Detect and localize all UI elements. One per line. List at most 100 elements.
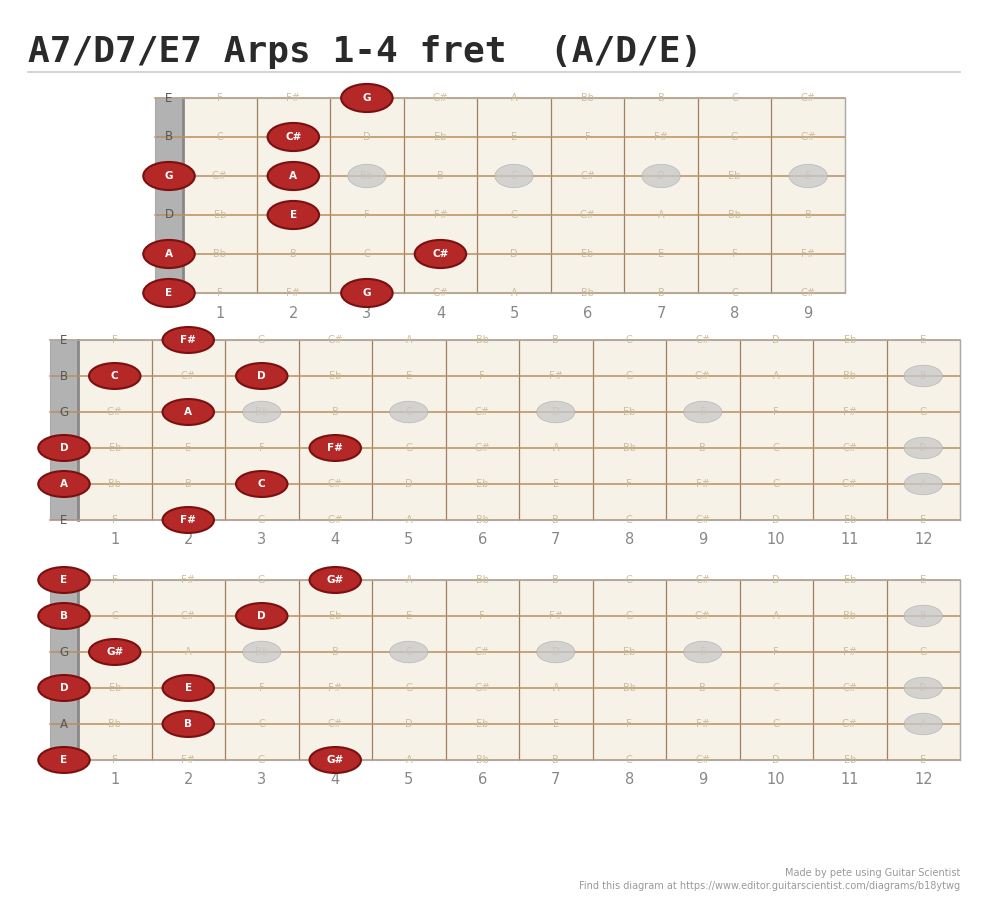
Text: C#: C# bbox=[841, 443, 856, 453]
Text: G: G bbox=[59, 405, 68, 418]
Text: G: G bbox=[362, 93, 371, 103]
Text: G: G bbox=[919, 407, 926, 417]
Text: G: G bbox=[363, 288, 371, 298]
Text: C: C bbox=[772, 683, 779, 693]
Text: C: C bbox=[772, 443, 779, 453]
Text: Made by pete using Guitar Scientist: Made by pete using Guitar Scientist bbox=[784, 868, 959, 878]
Text: Find this diagram at https://www.editor.guitarscientist.com/diagrams/b18ytwg: Find this diagram at https://www.editor.… bbox=[578, 881, 959, 891]
Ellipse shape bbox=[89, 639, 140, 665]
Text: B: B bbox=[657, 93, 664, 103]
Ellipse shape bbox=[641, 164, 679, 188]
Text: C#: C# bbox=[694, 335, 710, 345]
Text: Eb: Eb bbox=[434, 132, 447, 142]
Text: C: C bbox=[731, 93, 738, 103]
Text: E: E bbox=[60, 513, 68, 526]
Text: D: D bbox=[404, 479, 412, 489]
Text: G#: G# bbox=[327, 335, 343, 345]
Text: Eb: Eb bbox=[843, 575, 855, 585]
Text: Bb: Bb bbox=[255, 407, 268, 417]
Text: A: A bbox=[772, 611, 779, 621]
Text: A: A bbox=[919, 719, 926, 729]
Text: G#: G# bbox=[474, 443, 490, 453]
Text: G: G bbox=[772, 719, 779, 729]
Text: 10: 10 bbox=[766, 773, 785, 787]
Text: D: D bbox=[657, 171, 665, 181]
Text: Eb: Eb bbox=[843, 755, 855, 765]
Text: A: A bbox=[184, 407, 191, 417]
Text: G: G bbox=[363, 93, 371, 103]
Text: G: G bbox=[257, 575, 265, 585]
Text: A7/D7/E7 Arps 1-4 fret  (A/D/E): A7/D7/E7 Arps 1-4 fret (A/D/E) bbox=[28, 35, 701, 69]
Text: C#: C# bbox=[800, 93, 814, 103]
Text: F: F bbox=[111, 335, 117, 345]
Text: 11: 11 bbox=[840, 773, 858, 787]
Text: A: A bbox=[772, 371, 779, 381]
Text: G: G bbox=[59, 646, 68, 658]
Text: 12: 12 bbox=[913, 532, 932, 548]
Text: 1: 1 bbox=[215, 306, 224, 320]
Text: 4: 4 bbox=[330, 773, 339, 787]
Text: C: C bbox=[216, 132, 223, 142]
Text: E: E bbox=[60, 334, 68, 346]
Text: E: E bbox=[658, 249, 664, 259]
Text: G: G bbox=[165, 171, 174, 181]
Text: B: B bbox=[60, 610, 68, 622]
Text: F: F bbox=[479, 371, 484, 381]
Ellipse shape bbox=[163, 711, 214, 737]
Text: 7: 7 bbox=[656, 306, 666, 320]
Text: C#: C# bbox=[285, 132, 301, 142]
Text: 3: 3 bbox=[257, 532, 266, 548]
Text: Eb: Eb bbox=[581, 249, 594, 259]
Text: 9: 9 bbox=[697, 773, 707, 787]
Text: 3: 3 bbox=[257, 773, 266, 787]
Text: G: G bbox=[404, 683, 412, 693]
Text: Bb: Bb bbox=[581, 288, 594, 298]
Text: D: D bbox=[257, 371, 265, 381]
Text: 1: 1 bbox=[110, 773, 119, 787]
Text: C: C bbox=[111, 371, 118, 381]
Text: C: C bbox=[510, 171, 517, 181]
Text: B: B bbox=[552, 755, 558, 765]
Text: C#: C# bbox=[433, 249, 448, 259]
Ellipse shape bbox=[236, 363, 287, 389]
Ellipse shape bbox=[267, 201, 318, 229]
Text: F#: F# bbox=[328, 443, 342, 453]
Text: F: F bbox=[364, 210, 370, 220]
Text: G#: G# bbox=[800, 132, 815, 142]
Text: E: E bbox=[165, 287, 173, 299]
Text: E: E bbox=[290, 210, 297, 220]
Text: G#: G# bbox=[841, 479, 857, 489]
Text: A: A bbox=[289, 171, 297, 181]
Ellipse shape bbox=[38, 567, 90, 593]
Ellipse shape bbox=[903, 605, 942, 627]
Text: Eb: Eb bbox=[328, 611, 341, 621]
Text: F#: F# bbox=[286, 93, 300, 103]
Text: E: E bbox=[919, 575, 926, 585]
Text: D: D bbox=[59, 681, 68, 695]
Text: C#: C# bbox=[327, 719, 342, 729]
Bar bbox=[50, 340, 78, 520]
Text: A: A bbox=[919, 479, 926, 489]
Text: F#: F# bbox=[181, 515, 195, 525]
Ellipse shape bbox=[243, 401, 281, 423]
Bar bbox=[50, 580, 959, 760]
Text: B: B bbox=[60, 611, 68, 621]
Text: 6: 6 bbox=[477, 532, 486, 548]
Text: B: B bbox=[290, 249, 297, 259]
Text: C: C bbox=[363, 249, 370, 259]
Text: D: D bbox=[59, 683, 68, 693]
Text: G#: G# bbox=[432, 288, 448, 298]
Ellipse shape bbox=[903, 437, 942, 459]
Text: F: F bbox=[258, 443, 264, 453]
Ellipse shape bbox=[163, 399, 214, 425]
Text: 2: 2 bbox=[288, 306, 298, 320]
Ellipse shape bbox=[494, 164, 532, 188]
Text: A: A bbox=[184, 407, 192, 417]
Text: G#: G# bbox=[327, 575, 343, 585]
Text: 7: 7 bbox=[550, 532, 560, 548]
Ellipse shape bbox=[163, 327, 214, 353]
Text: C#: C# bbox=[694, 755, 710, 765]
Text: E: E bbox=[805, 171, 810, 181]
Text: E: E bbox=[165, 92, 173, 104]
Text: F#: F# bbox=[181, 755, 195, 765]
